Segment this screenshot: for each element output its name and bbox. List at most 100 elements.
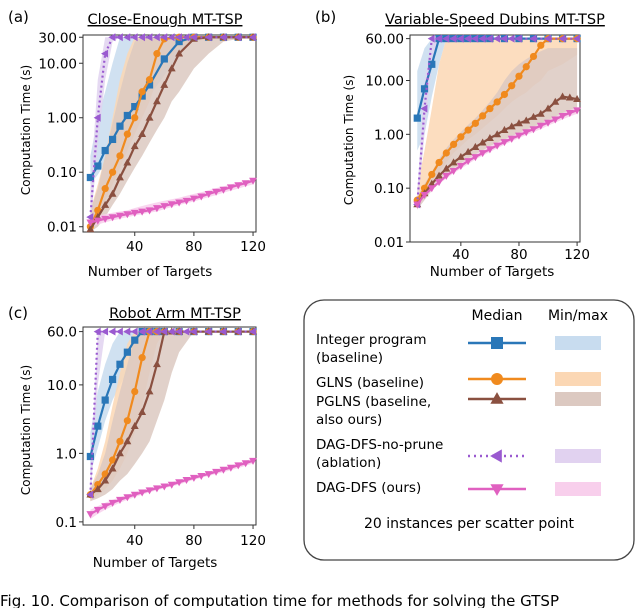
data-point-dag-dfs-no-prune [248,33,256,42]
data-point-integer-program [108,135,117,144]
data-point-dag-dfs [478,150,487,158]
legend-glyph-row [468,372,601,386]
data-point-dag-dfs-no-prune [182,327,190,336]
panel-label-c: (c) [8,304,28,322]
data-point-dag-dfs [464,158,473,166]
data-point-dag-dfs [175,479,184,487]
legend-footnote: 20 instances per scatter point [364,516,575,532]
data-point-dag-dfs [544,119,552,127]
data-point-glns [108,456,117,464]
data-point-dag-dfs-no-prune [234,33,242,42]
data-point-glns [131,114,139,122]
y-tick-label: 60.0 [47,325,77,341]
y-axis-label-c: Computation Time (s) [19,365,33,495]
data-point-pglns [101,200,110,208]
data-point-glns [537,41,545,49]
minmax-band-pglns [90,37,254,232]
data-point-dag-dfs [413,201,422,209]
data-point-dag-dfs [145,207,154,215]
legend-marker [491,337,503,349]
data-point-pglns [485,133,494,142]
legend-glyph-row [468,392,601,406]
data-point-dag-dfs-no-prune [500,34,508,43]
data-point-dag-dfs [515,132,523,140]
data-point-dag-dfs-no-prune [189,327,197,336]
x-axis-label-c: Number of Targets [93,555,218,571]
data-point-dag-dfs-no-prune [471,34,479,43]
legend-band-swatch [555,336,601,350]
legend-band-swatch [555,392,601,406]
data-point-integer-program [116,122,124,130]
data-point-dag-dfs-no-prune [93,113,101,122]
y-tick-label: 0.01 [374,235,404,251]
panel-b: (b) Variable-Speed Dubins MT-TSP Number … [315,8,605,280]
data-point-dag-dfs [138,208,147,216]
data-point-dag-dfs [93,217,102,225]
data-point-dag-dfs [204,191,213,199]
data-point-dag-dfs [449,167,458,175]
legend-label-glns: GLNS (baseline) [316,375,424,391]
data-point-dag-dfs-no-prune [101,49,109,58]
data-point-dag-dfs-no-prune [123,33,131,42]
plot-frame [82,326,257,526]
legend-box: Median Min/max Integer program (baseline… [303,299,635,561]
data-point-dag-dfs [241,460,250,468]
data-point-glns [108,168,117,176]
plot-frame [82,34,257,233]
y-tick-label: 0.01 [47,220,77,236]
data-point-dag-dfs-no-prune [174,327,182,336]
data-point-glns [515,72,523,80]
data-point-dag-dfs-no-prune [514,34,522,43]
y-tick-label: 0.10 [47,165,77,181]
data-point-pglns [93,485,102,493]
data-point-dag-dfs-no-prune [174,33,182,42]
data-point-pglns [175,49,184,57]
data-point-dag-dfs-no-prune [86,490,94,499]
data-point-integer-program [101,146,109,155]
data-point-glns [435,158,443,167]
data-point-dag-dfs-no-prune [130,33,138,42]
data-point-pglns [160,80,169,88]
data-point-pglns [138,407,147,416]
data-point-pglns [167,64,176,72]
legend-frame [303,299,635,561]
x-tick-label: 120 [240,533,266,549]
data-point-glns [522,63,530,71]
data-point-pglns [500,125,509,133]
data-point-dag-dfs [427,185,436,193]
data-point-glns [116,437,124,445]
data-point-glns [508,82,516,90]
data-point-dag-dfs [182,197,191,205]
y-tick-label: 60.00 [365,32,404,48]
data-point-pglns [515,119,523,127]
data-point-pglns [427,179,436,187]
data-point-dag-dfs-no-prune [478,34,486,43]
chart-title-b: Variable-Speed Dubins MT-TSP [385,12,605,28]
y-tick-label: 0.1 [56,515,77,531]
legend-glyphs [468,336,601,496]
data-point-dag-dfs-no-prune [485,34,493,43]
x-tick-label: 40 [126,533,143,549]
legend-band-swatch [555,372,601,386]
data-point-dag-dfs-no-prune [420,104,428,113]
data-point-dag-dfs [101,215,110,223]
data-point-glns [442,149,450,157]
data-point-integer-program [123,348,131,356]
y-axis-label-a: Computation Time (s) [19,65,33,195]
data-point-dag-dfs [420,192,429,200]
minmax-band-pglns [90,331,254,502]
data-point-integer-program [116,360,124,368]
data-point-glns [138,354,146,362]
data-point-dag-dfs [212,188,221,196]
legend-sublabel-integer-program: (baseline) [316,350,383,366]
data-point-pglns [138,130,147,138]
data-point-dag-dfs [138,489,147,497]
data-point-dag-dfs [565,110,574,118]
data-point-dag-dfs [182,477,191,485]
data-point-pglns [471,142,480,150]
data-point-dag-dfs-no-prune [115,33,123,42]
markers-dag-dfs [86,177,258,227]
legend-label-dag-dfs: DAG-DFS (ours) [316,480,421,496]
plot-layer: 0.01 0.10 1.00 10.00 30.00 40 80 120 0.01 0.10 1.0… [38,30,590,549]
y-tick-label: 30.00 [38,30,77,46]
